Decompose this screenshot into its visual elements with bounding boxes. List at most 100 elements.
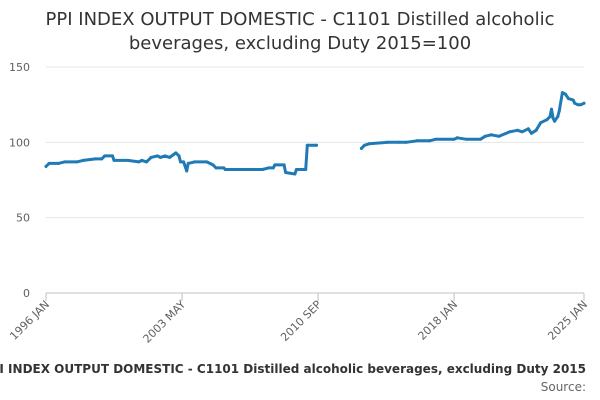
data-point[interactable]	[47, 161, 51, 165]
data-point[interactable]	[304, 168, 308, 171]
data-point[interactable]	[497, 134, 501, 138]
data-point[interactable]	[145, 160, 148, 164]
data-point[interactable]	[548, 115, 552, 119]
series-line-segment[interactable]	[44, 143, 318, 176]
data-point[interactable]	[112, 158, 116, 162]
data-point[interactable]	[185, 169, 189, 173]
data-point[interactable]	[551, 116, 555, 120]
data-point[interactable]	[260, 168, 264, 171]
data-point[interactable]	[534, 128, 538, 132]
data-point[interactable]	[478, 137, 482, 141]
data-point[interactable]	[179, 160, 182, 164]
data-point[interactable]	[214, 166, 218, 170]
data-point[interactable]	[427, 139, 431, 143]
y-tick-label: 100	[9, 136, 30, 149]
data-point[interactable]	[94, 157, 97, 161]
source-label: Source:	[540, 380, 586, 394]
data-point[interactable]	[186, 161, 190, 165]
data-point[interactable]	[571, 98, 575, 102]
data-point[interactable]	[529, 131, 533, 135]
x-tick-label: 2010 SEP	[278, 298, 324, 344]
data-point[interactable]	[553, 119, 557, 123]
data-point[interactable]	[163, 154, 167, 158]
data-point[interactable]	[465, 137, 468, 141]
data-point[interactable]	[315, 143, 318, 147]
data-point[interactable]	[520, 130, 524, 134]
data-point[interactable]	[158, 155, 162, 159]
data-point[interactable]	[223, 168, 227, 171]
data-point[interactable]	[273, 163, 277, 167]
data-point[interactable]	[63, 160, 67, 164]
data-point[interactable]	[56, 161, 60, 165]
legend-series-label[interactable]: PPI INDEX OUTPUT DOMESTIC - C1101 Distil…	[0, 362, 586, 376]
data-point[interactable]	[397, 140, 400, 144]
data-point[interactable]	[192, 160, 196, 164]
legend[interactable]: PPI INDEX OUTPUT DOMESTIC - C1101 Distil…	[0, 362, 600, 380]
data-point[interactable]	[415, 139, 419, 143]
x-tick-label: 2025 JAN	[545, 298, 590, 343]
data-point[interactable]	[140, 158, 144, 162]
data-point[interactable]	[386, 140, 390, 144]
data-point[interactable]	[305, 143, 309, 147]
data-point[interactable]	[573, 101, 577, 105]
data-point[interactable]	[111, 154, 114, 158]
data-point[interactable]	[367, 142, 371, 146]
y-axis-tick-labels: 0 50 100 150	[9, 61, 30, 300]
data-point[interactable]	[516, 128, 519, 132]
data-point[interactable]	[174, 151, 178, 155]
data-point[interactable]	[455, 136, 459, 140]
data-point[interactable]	[434, 137, 438, 141]
chart-title: PPI INDEX OUTPUT DOMESTIC - C1101 Distil…	[45, 9, 555, 54]
data-point[interactable]	[284, 171, 288, 174]
data-point[interactable]	[293, 172, 297, 176]
data-point[interactable]	[248, 168, 252, 171]
y-tick-label: 150	[9, 61, 30, 74]
data-point[interactable]	[563, 92, 567, 96]
data-point[interactable]	[177, 154, 181, 158]
data-point[interactable]	[155, 154, 159, 158]
data-point[interactable]	[550, 107, 553, 111]
x-tick-label: 1996 JAN	[7, 298, 52, 343]
data-point[interactable]	[576, 103, 580, 107]
data-point[interactable]	[182, 160, 186, 164]
data-point[interactable]	[168, 155, 172, 159]
data-point[interactable]	[267, 166, 271, 170]
data-point[interactable]	[149, 155, 153, 159]
data-point[interactable]	[560, 91, 564, 95]
data-point[interactable]	[452, 137, 456, 141]
data-point[interactable]	[556, 115, 560, 119]
y-tick-label: 50	[16, 212, 30, 225]
data-point[interactable]	[271, 166, 275, 170]
data-point[interactable]	[237, 168, 241, 171]
x-axis: 1996 JAN 2003 MAY 2010 SEP 2018 JAN 2025 JAN	[7, 293, 590, 346]
data-point[interactable]	[363, 143, 366, 147]
data-point[interactable]	[508, 130, 512, 134]
data-point[interactable]	[582, 101, 586, 105]
data-point[interactable]	[539, 121, 543, 125]
data-point[interactable]	[100, 157, 104, 161]
data-point[interactable]	[294, 168, 298, 171]
data-point[interactable]	[483, 134, 487, 138]
data-point[interactable]	[205, 160, 209, 164]
data-point[interactable]	[211, 163, 215, 167]
data-point[interactable]	[103, 154, 107, 158]
data-point[interactable]	[75, 160, 79, 164]
data-point[interactable]	[282, 163, 286, 167]
data-point[interactable]	[137, 160, 141, 164]
data-point[interactable]	[489, 133, 493, 137]
data-point[interactable]	[44, 164, 48, 168]
data-point[interactable]	[567, 97, 570, 101]
data-point[interactable]	[81, 158, 85, 162]
grid-lines	[46, 66, 584, 294]
series-lines	[44, 91, 586, 176]
data-point[interactable]	[404, 140, 408, 144]
data-point[interactable]	[545, 118, 549, 122]
series-line-segment[interactable]	[359, 91, 586, 150]
data-point[interactable]	[557, 109, 561, 113]
data-point[interactable]	[359, 146, 363, 150]
data-point[interactable]	[126, 158, 130, 162]
data-point[interactable]	[526, 127, 530, 131]
data-point[interactable]	[579, 103, 583, 107]
x-tick-label: 2003 MAY	[141, 298, 189, 346]
